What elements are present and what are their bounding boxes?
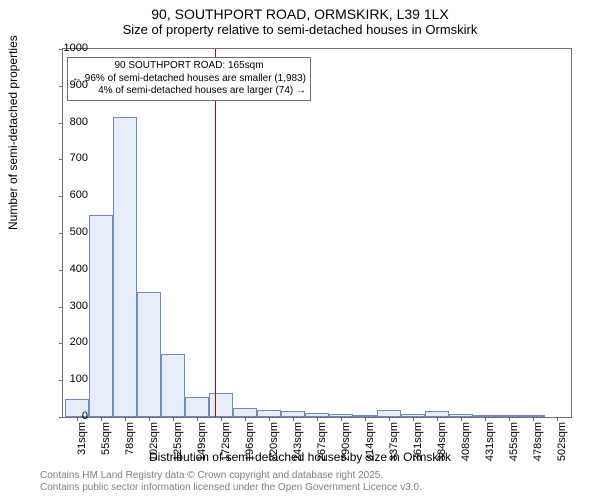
x-tick-label: 384sqm (436, 422, 448, 461)
x-tick-label: 290sqm (340, 422, 352, 461)
y-tick-label: 400 (58, 263, 88, 275)
x-tick-mark (365, 417, 366, 421)
y-tick-label: 900 (58, 79, 88, 91)
histogram-bar (161, 354, 185, 417)
title-line1: 90, SOUTHPORT ROAD, ORMSKIRK, L39 1LX (0, 6, 600, 22)
y-tick-label: 600 (58, 189, 88, 201)
x-tick-mark (461, 417, 462, 421)
x-tick-mark (221, 417, 222, 421)
x-tick-mark (173, 417, 174, 421)
histogram-bar (377, 410, 401, 417)
annotation-line3: 4% of semi-detached houses are larger (7… (72, 85, 306, 98)
x-tick-label: 55sqm (100, 422, 112, 455)
x-tick-label: 455sqm (508, 422, 520, 461)
x-tick-label: 361sqm (412, 422, 424, 461)
x-tick-label: 408sqm (460, 422, 472, 461)
x-tick-mark (149, 417, 150, 421)
x-tick-label: 172sqm (220, 422, 232, 461)
histogram-bar (113, 117, 137, 417)
y-tick-label: 500 (58, 226, 88, 238)
x-tick-mark (437, 417, 438, 421)
x-tick-mark (101, 417, 102, 421)
x-tick-mark (341, 417, 342, 421)
x-tick-label: 149sqm (196, 422, 208, 461)
x-tick-mark (533, 417, 534, 421)
x-tick-label: 102sqm (148, 422, 160, 461)
x-tick-label: 337sqm (388, 422, 400, 461)
annotation-line2: ← 96% of semi-detached houses are smalle… (72, 73, 306, 86)
y-tick-label: 0 (58, 410, 88, 422)
histogram-bar (257, 410, 281, 417)
x-tick-mark (245, 417, 246, 421)
y-tick-label: 1000 (58, 42, 88, 54)
x-tick-mark (293, 417, 294, 421)
x-tick-label: 243sqm (292, 422, 304, 461)
histogram-bar (209, 393, 233, 417)
histogram-bar (185, 397, 209, 417)
x-tick-label: 196sqm (244, 422, 256, 461)
x-tick-label: 267sqm (316, 422, 328, 461)
footer-attribution: Contains HM Land Registry data © Crown c… (40, 470, 422, 494)
x-tick-mark (389, 417, 390, 421)
x-tick-mark (269, 417, 270, 421)
y-tick-label: 700 (58, 152, 88, 164)
x-tick-label: 502sqm (556, 422, 568, 461)
histogram-bar (137, 292, 161, 417)
y-tick-label: 300 (58, 300, 88, 312)
x-tick-label: 478sqm (532, 422, 544, 461)
x-tick-mark (413, 417, 414, 421)
y-tick-label: 200 (58, 336, 88, 348)
y-axis-label: Number of semi-detached properties (6, 35, 20, 230)
x-tick-label: 220sqm (268, 422, 280, 461)
y-tick-label: 800 (58, 116, 88, 128)
x-tick-mark (197, 417, 198, 421)
annotation-box: 90 SOUTHPORT ROAD: 165sqm← 96% of semi-d… (67, 57, 311, 101)
histogram-bar (233, 408, 257, 417)
title-line2: Size of property relative to semi-detach… (0, 22, 600, 37)
x-tick-mark (557, 417, 558, 421)
y-tick-label: 100 (58, 373, 88, 385)
x-tick-mark (509, 417, 510, 421)
chart-plot-area: 90 SOUTHPORT ROAD: 165sqm← 96% of semi-d… (62, 48, 572, 418)
reference-line (215, 49, 216, 417)
annotation-line1: 90 SOUTHPORT ROAD: 165sqm (72, 60, 306, 73)
histogram-bar (89, 215, 113, 417)
chart-title: 90, SOUTHPORT ROAD, ORMSKIRK, L39 1LX Si… (0, 0, 600, 37)
x-tick-mark (125, 417, 126, 421)
x-tick-mark (485, 417, 486, 421)
x-tick-label: 431sqm (484, 422, 496, 461)
footer-line2: Contains public sector information licen… (40, 482, 422, 494)
x-tick-label: 78sqm (124, 422, 136, 455)
x-tick-label: 125sqm (172, 422, 184, 461)
footer-line1: Contains HM Land Registry data © Crown c… (40, 470, 422, 482)
x-tick-label: 314sqm (364, 422, 376, 461)
x-tick-mark (317, 417, 318, 421)
x-tick-label: 31sqm (76, 422, 88, 455)
